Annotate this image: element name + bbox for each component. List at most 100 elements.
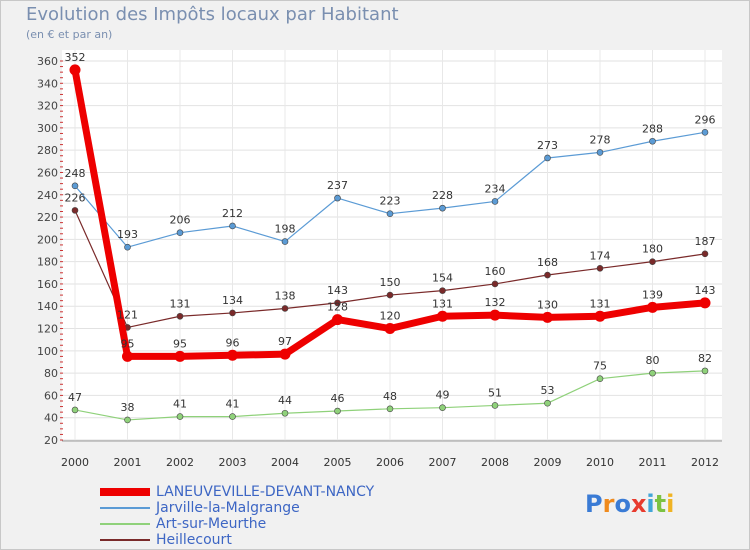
data-point [332,314,343,326]
data-label: 80 [646,354,660,367]
y-tick-label: 120 [37,323,58,336]
y-tick-label: 160 [37,278,58,291]
data-label: 82 [698,352,712,365]
chart-title: Evolution des Impôts locaux par Habitant [26,4,399,25]
logo-letter: o [614,490,631,518]
data-point [174,350,186,362]
data-point [542,311,553,323]
data-point [701,129,709,136]
data-label: 132 [485,296,506,309]
data-label: 180 [642,243,663,256]
data-point [544,271,551,279]
data-point [596,375,604,382]
data-label: 49 [436,389,450,402]
data-label: 130 [537,298,558,311]
data-point [437,310,448,322]
x-tick-label: 2011 [639,456,667,469]
data-label: 47 [68,391,82,404]
data-label: 121 [117,308,138,321]
data-label: 128 [327,301,348,314]
data-point [649,137,656,145]
legend-item: Jarville-la-Malgrange [100,500,300,516]
data-label: 139 [642,288,663,301]
logo-letter: P [585,490,603,518]
data-label: 278 [590,133,611,146]
data-point [439,204,446,212]
y-tick-label: 320 [37,100,58,113]
data-point [229,222,236,230]
data-label: 131 [432,297,453,310]
data-label: 160 [485,265,506,278]
x-tick-label: 2000 [61,456,89,469]
data-point [701,250,709,258]
data-label: 95 [121,337,135,350]
data-label: 131 [590,297,611,310]
y-tick-label: 360 [37,55,58,68]
legend-swatch [100,523,150,525]
data-point [701,367,709,375]
data-label: 154 [432,272,453,285]
chart-subtitle: (en € et par an) [26,28,113,41]
x-tick-label: 2012 [691,456,719,469]
data-point [279,348,291,360]
y-tick-label: 280 [37,144,58,157]
data-label: 95 [173,337,187,350]
data-point [649,369,656,377]
data-label: 206 [170,214,191,227]
data-point [281,238,289,245]
x-tick-label: 2006 [376,456,404,469]
data-label: 143 [695,284,716,297]
data-point [334,407,341,415]
logo-letter: i [646,490,655,518]
legend-item: Art-sur-Meurthe [100,516,266,532]
legend-label: Art-sur-Meurthe [156,516,267,532]
data-label: 223 [380,195,401,208]
data-label: 234 [485,182,506,195]
data-label: 41 [226,398,240,411]
data-label: 48 [383,390,397,403]
logo-letter: t [654,490,667,518]
data-point [71,182,79,190]
data-label: 296 [695,113,716,126]
x-tick-label: 2003 [219,456,247,469]
data-label: 44 [278,394,292,407]
data-label: 41 [173,398,187,411]
data-point [544,399,551,407]
data-point [491,280,499,288]
legend-item: LANEUVEVILLE-DEVANT-NANCY [100,484,374,500]
data-point [122,350,133,362]
data-point [594,310,606,322]
data-point [69,64,81,76]
data-point [386,210,394,218]
data-label: 212 [222,207,243,220]
logo-letter: r [602,490,615,518]
data-point [439,404,446,411]
y-tick-label: 260 [37,166,58,179]
data-label: 96 [226,336,240,349]
data-point [647,301,658,313]
y-tick-label: 180 [37,256,58,269]
x-tick-label: 2008 [481,456,509,469]
data-label: 288 [642,122,663,135]
data-point [176,413,184,420]
data-label: 198 [275,223,296,236]
data-point [281,409,289,417]
x-tick-label: 2005 [324,456,352,469]
x-tick-label: 2007 [429,456,457,469]
data-label: 174 [590,249,611,262]
data-point [491,402,499,409]
plot-area [62,50,722,441]
data-point [229,413,236,420]
data-label: 228 [432,189,453,202]
x-tick-label: 2009 [534,456,562,469]
y-tick-label: 20 [44,434,58,447]
data-label: 187 [695,235,716,248]
y-tick-label: 40 [44,412,58,425]
x-tick-label: 2002 [166,456,194,469]
data-label: 51 [488,386,502,399]
data-point [334,194,341,202]
data-point [439,287,446,294]
y-tick-label: 80 [44,367,58,380]
data-point [596,265,604,272]
